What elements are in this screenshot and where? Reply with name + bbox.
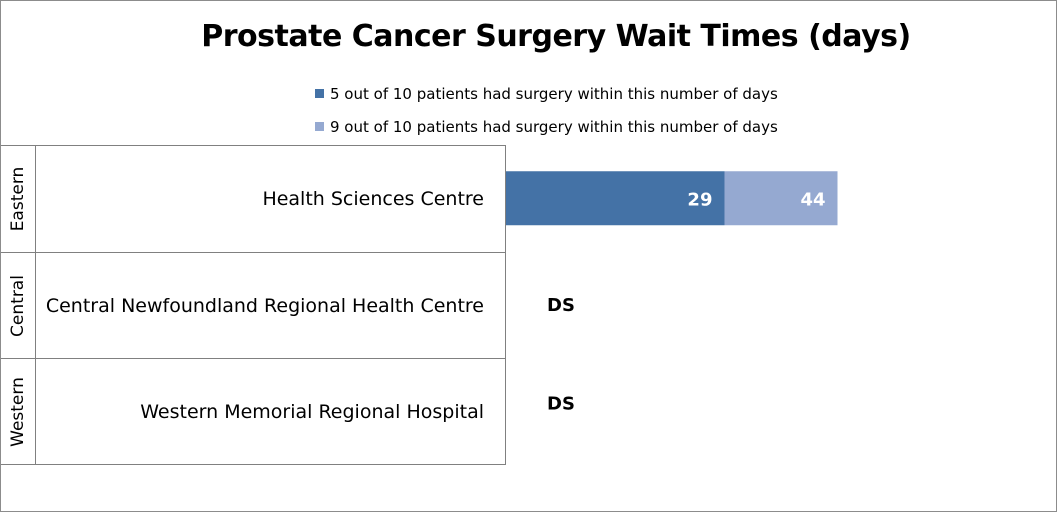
- category-row-western: Western Western Memorial Regional Hospit…: [1, 358, 505, 464]
- data-label-row0-series1: 44: [800, 189, 825, 210]
- category-row-central: Central Central Newfoundland Regional He…: [1, 252, 505, 358]
- category-row-eastern: Eastern Health Sciences Centre: [1, 146, 505, 252]
- legend-label-90th: 9 out of 10 patients had surgery within …: [330, 118, 778, 136]
- region-cell: Eastern: [1, 146, 36, 252]
- category-table: Eastern Health Sciences Centre Central C…: [1, 145, 506, 465]
- hospital-label-western-memorial: Western Memorial Regional Hospital: [140, 400, 484, 423]
- hospital-label-central-newfoundland: Central Newfoundland Regional Health Cen…: [45, 294, 484, 317]
- chart-title: Prostate Cancer Surgery Wait Times (days…: [201, 19, 911, 54]
- suppressed-note-row2: DS: [547, 393, 575, 414]
- bar-segment-row0-series1: [724, 171, 838, 226]
- legend-item-median: 5 out of 10 patients had surgery within …: [315, 85, 778, 103]
- legend-item-90th: 9 out of 10 patients had surgery within …: [315, 118, 778, 136]
- bar-segment-row0-series0: [506, 171, 725, 226]
- legend-swatch-median: [315, 89, 324, 98]
- legend-label-median: 5 out of 10 patients had surgery within …: [330, 85, 778, 103]
- suppressed-note-row1: DS: [547, 295, 575, 316]
- data-label-row0-series0: 29: [687, 189, 712, 210]
- region-cell: Western: [1, 359, 36, 464]
- region-cell: Central: [1, 253, 36, 358]
- legend-swatch-90th: [315, 122, 324, 131]
- hospital-label-health-sciences: Health Sciences Centre: [262, 188, 484, 210]
